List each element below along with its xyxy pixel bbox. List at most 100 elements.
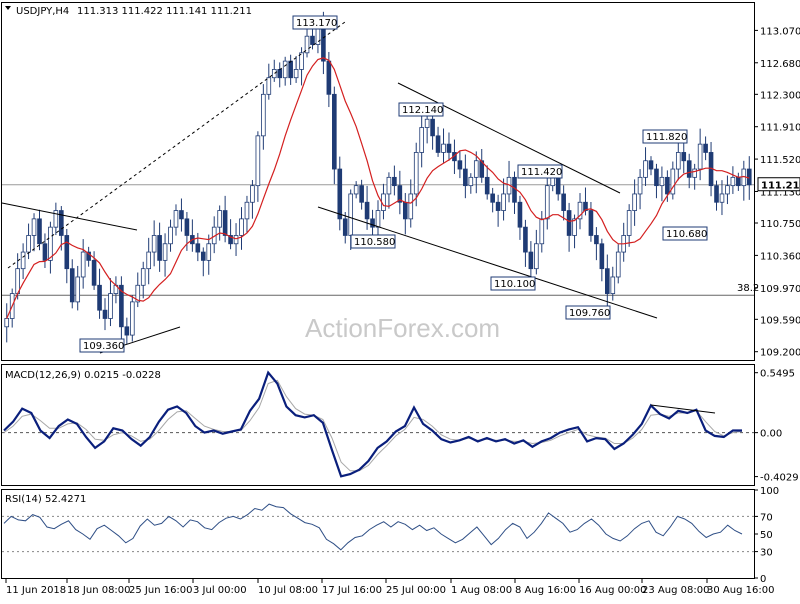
candle-body [299,52,304,70]
rsi-ytick-label: 0 [760,574,766,585]
candle-body [402,201,408,220]
candle-body [31,218,37,236]
price-annotation: 111.820 [642,129,688,144]
candle-body [69,268,75,303]
candle-body [315,27,321,45]
channel-upper-line [397,82,621,194]
candle-body [184,218,190,236]
annotation-box [662,226,708,241]
candle-body [648,160,654,170]
candle-body [615,251,621,278]
candle-body [659,176,665,187]
candle-body [534,243,539,270]
candle-body [654,168,659,187]
candle-body [566,210,572,236]
annotation-box [292,15,338,30]
candle-body [561,193,566,211]
rsi-ytick-label: 70 [760,512,773,523]
candle-body [637,176,643,195]
candle-body [632,193,637,211]
candle-body [233,235,239,245]
price-ytick-label: 113.070 [760,26,800,37]
candle-body [217,210,222,228]
rsi-ytick-label: 100 [760,486,779,497]
candle-body [730,176,736,187]
candle-body [59,210,64,236]
candle-body [539,218,545,245]
candle-body [555,176,561,195]
price-ytick-label: 109.590 [760,315,800,326]
candle-body [97,284,102,311]
candle-body [293,69,299,79]
candle-body [337,168,343,220]
candle-body [4,318,10,328]
candle-body [129,301,135,336]
candle-body [222,210,228,236]
candle-body [446,143,452,153]
moving-average-line [6,57,750,319]
candle-body [610,276,616,294]
candle-body [725,185,730,195]
current-price-box [757,177,800,192]
candle-body [665,176,670,195]
rsi-line [3,503,743,551]
annotation-label: 111.420 [521,167,562,178]
price-ytick-label: 109.970 [760,284,800,295]
price-annotation: 111.420 [517,164,563,179]
annotation-box [398,102,444,117]
candle-body [479,160,485,178]
time-tick-label: 23 Aug 08:00 [642,585,709,596]
candle-body [326,60,332,95]
price-annotation: 110.580 [350,234,396,249]
candle-body [413,152,419,195]
candle-body [375,210,381,228]
time-tick-label: 25 Jun 16:00 [129,585,193,596]
candle-body [686,160,692,178]
candle-body [588,210,594,236]
candle-body [332,93,337,170]
candle-body [544,185,550,220]
candle-body [643,160,648,178]
candle-body [288,60,293,79]
macd-line [3,370,742,478]
price-ytick-label: 112.300 [760,90,800,101]
ohlc-header: 111.313 111.422 111.141 111.211 [77,6,252,17]
time-tick-label: 3 Jul 00:00 [193,585,247,596]
candle-body [490,193,495,203]
time-tick-label: 11 Jun 2018 [6,585,66,596]
candle-body [681,152,687,162]
candle-body [408,193,414,220]
annotation-label: 112.140 [402,105,443,116]
candle-body [424,118,430,128]
candle-body [457,160,463,170]
candle-body [48,226,53,261]
candle-body [528,251,534,270]
candle-body [719,193,725,203]
candle-body [746,168,752,186]
candle-body [255,135,261,187]
price-ytick-label: 110.750 [760,219,800,230]
candle-body [75,276,81,303]
candle-body [206,243,212,261]
candle-body [342,218,348,236]
candle-body [364,201,370,220]
annotation-label: 111.820 [646,132,687,143]
annotation-box [350,234,396,249]
candle-body [495,201,501,211]
candle-body [304,35,310,54]
time-tick-label: 10 Jul 08:00 [258,585,318,596]
candle-body [157,235,162,261]
price-annotation: 109.760 [565,305,611,320]
annotation-label: 110.680 [666,229,707,240]
time-tick-label: 25 Jul 00:00 [386,585,446,596]
candle-body [108,293,113,319]
symbol-dropdown-icon[interactable] [5,6,11,10]
macd-header: MACD(12,26,9) 0.0215 -0.0228 [5,370,161,381]
candle-body [42,243,48,261]
annotation-label: 110.100 [494,279,535,290]
candle-body [266,77,272,95]
candle-body [359,185,364,203]
candle-body [119,284,124,328]
candle-body [53,210,59,228]
